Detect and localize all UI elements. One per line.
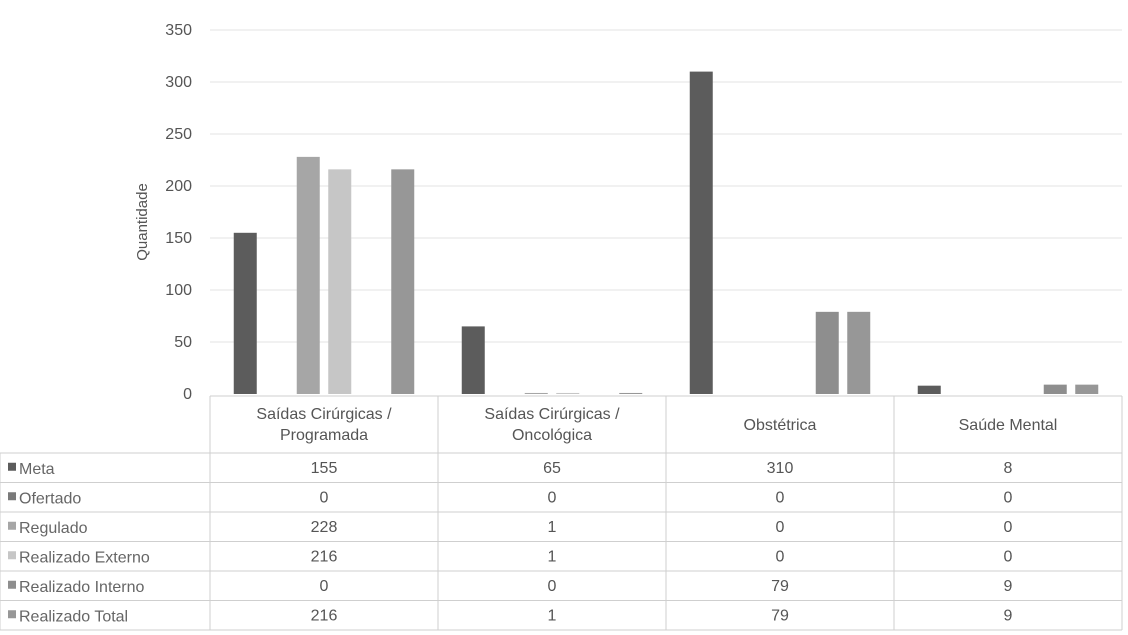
data-label: 9 xyxy=(1004,607,1013,624)
data-label: 1 xyxy=(548,519,557,536)
legend-label: Realizado Total xyxy=(19,608,128,625)
y-tick-label: 350 xyxy=(165,22,192,39)
category-label: Saídas Cirúrgicas / Programada xyxy=(256,406,392,444)
data-label: 0 xyxy=(776,548,785,565)
data-label: 9 xyxy=(1004,578,1013,595)
data-label: 0 xyxy=(1004,519,1013,536)
legend-label: Meta xyxy=(19,461,55,478)
data-label: 0 xyxy=(776,489,785,506)
data-label: 8 xyxy=(1004,460,1013,477)
bar-realizado-interno xyxy=(815,311,839,394)
bar-regulado xyxy=(296,156,320,394)
y-tick-label: 150 xyxy=(165,230,192,247)
legend-label: Regulado xyxy=(19,520,88,537)
bar-realizado-total xyxy=(619,392,643,394)
category-label: Obstétrica xyxy=(744,417,817,434)
data-label: 310 xyxy=(767,460,794,477)
data-label: 228 xyxy=(311,519,338,536)
bar-realizado-total xyxy=(391,169,415,394)
data-label: 155 xyxy=(311,460,338,477)
bar-meta xyxy=(689,71,713,394)
data-label: 0 xyxy=(1004,489,1013,506)
y-tick-label: 0 xyxy=(183,386,192,403)
data-label: 0 xyxy=(776,519,785,536)
y-axis-ticks: 0 50 100 150 200 250 300 350 xyxy=(165,22,192,403)
y-axis-label: Quantidade xyxy=(134,183,151,261)
data-label: 0 xyxy=(1004,548,1013,565)
legend-swatch xyxy=(8,551,16,560)
y-tick-label: 200 xyxy=(165,178,192,195)
bar-meta xyxy=(917,385,941,394)
data-label: 216 xyxy=(311,548,338,565)
category-label: Saídas Cirúrgicas / Oncológica xyxy=(484,406,620,444)
y-tick-label: 100 xyxy=(165,282,192,299)
data-label: 1 xyxy=(548,607,557,624)
data-label: 65 xyxy=(543,460,561,477)
bar-realizado-externo xyxy=(556,392,580,394)
legend-label: Ofertado xyxy=(19,490,81,507)
legend-swatch xyxy=(8,580,16,589)
legend-swatch xyxy=(8,521,16,530)
bar-realizado-externo xyxy=(328,169,352,394)
bar-meta xyxy=(233,232,257,394)
legend-swatch xyxy=(8,462,16,471)
gridlines xyxy=(210,29,1122,343)
data-label: 0 xyxy=(548,489,557,506)
bar-regulado xyxy=(524,392,548,394)
bar-realizado-total xyxy=(1075,384,1099,394)
data-table: Saídas Cirúrgicas / Programada Saídas Cirú… xyxy=(0,395,1123,631)
bars xyxy=(233,71,1099,394)
data-label: 216 xyxy=(311,607,338,624)
data-label: 0 xyxy=(320,489,329,506)
data-label: 79 xyxy=(771,578,789,595)
legend-swatch xyxy=(8,610,16,619)
data-label: 0 xyxy=(320,578,329,595)
data-label: 1 xyxy=(548,548,557,565)
bar-realizado-interno xyxy=(1043,384,1067,394)
y-tick-label: 300 xyxy=(165,74,192,91)
data-label: 0 xyxy=(548,578,557,595)
category-label: Saúde Mental xyxy=(959,417,1058,434)
legend-label: Realizado Externo xyxy=(19,549,150,566)
legend-label: Realizado Interno xyxy=(19,579,145,596)
y-tick-label: 250 xyxy=(165,126,192,143)
data-label: 79 xyxy=(771,607,789,624)
y-tick-label: 50 xyxy=(174,334,192,351)
bar-realizado-total xyxy=(847,311,871,394)
legend-swatch xyxy=(8,492,16,501)
bar-meta xyxy=(461,326,485,394)
